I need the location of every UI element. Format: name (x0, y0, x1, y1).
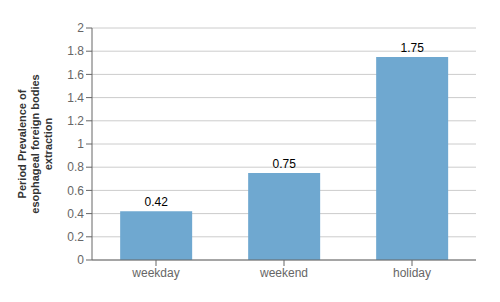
svg-text:holiday: holiday (393, 266, 431, 280)
svg-text:esophageal foreign bodies: esophageal foreign bodies (29, 74, 41, 213)
svg-text:weekday: weekday (131, 266, 179, 280)
svg-text:0.8: 0.8 (67, 160, 84, 174)
svg-text:2: 2 (77, 21, 84, 35)
svg-text:1.6: 1.6 (67, 68, 84, 82)
svg-text:0.75: 0.75 (272, 157, 296, 171)
svg-text:0.4: 0.4 (67, 207, 84, 221)
svg-text:1.2: 1.2 (67, 114, 84, 128)
svg-text:extraction: extraction (42, 117, 54, 170)
svg-text:0.6: 0.6 (67, 184, 84, 198)
svg-text:1: 1 (77, 137, 84, 151)
svg-text:1.75: 1.75 (400, 41, 424, 55)
svg-text:0: 0 (77, 253, 84, 267)
svg-text:Period Prevalence of: Period Prevalence of (16, 89, 28, 198)
svg-text:weekend: weekend (259, 266, 308, 280)
svg-text:0.42: 0.42 (144, 195, 168, 209)
svg-text:0.2: 0.2 (67, 230, 84, 244)
svg-text:1.8: 1.8 (67, 44, 84, 58)
svg-text:1.4: 1.4 (67, 91, 84, 105)
